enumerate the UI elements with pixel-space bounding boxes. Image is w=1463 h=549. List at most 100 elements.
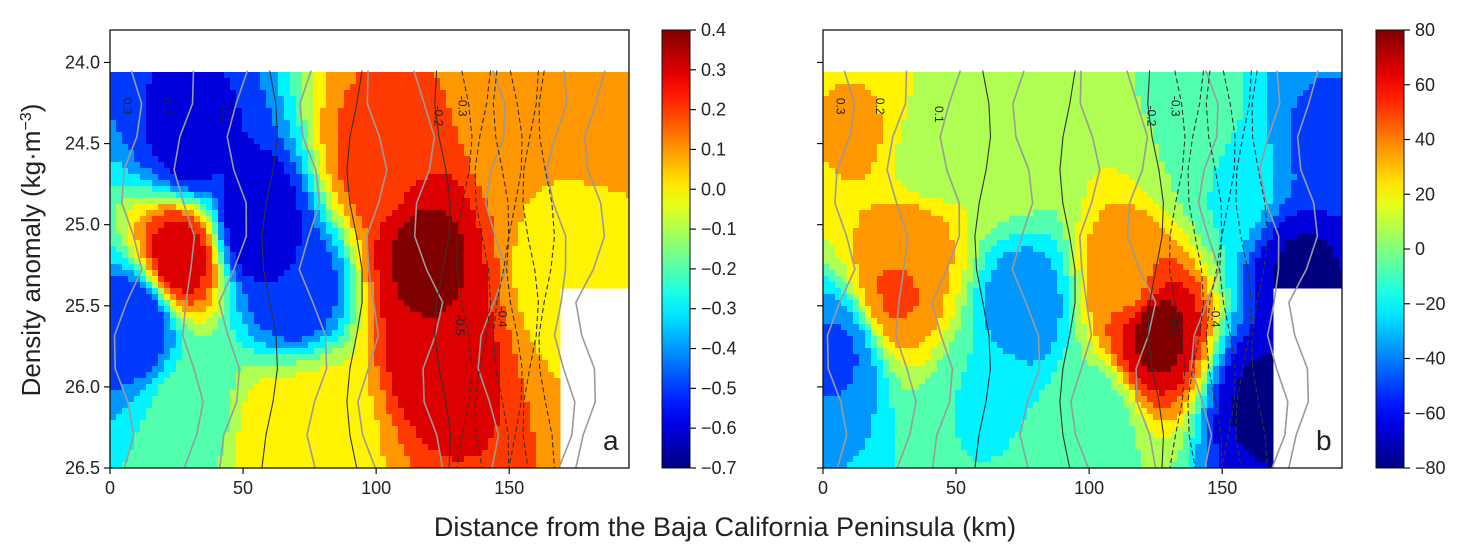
heat-cell xyxy=(368,174,375,181)
heat-cell xyxy=(518,366,525,373)
heat-cell xyxy=(416,324,423,331)
heat-cell xyxy=(446,342,453,349)
heat-cell xyxy=(272,252,279,259)
heat-cell xyxy=(392,264,399,271)
heat-cell xyxy=(416,210,423,217)
heat-cell xyxy=(554,216,561,223)
heat-cell xyxy=(302,396,309,403)
heat-cell xyxy=(536,408,543,415)
heat-cell xyxy=(578,156,585,163)
heat-cell xyxy=(482,84,489,91)
heat-cell xyxy=(404,276,411,283)
heat-cell xyxy=(332,198,339,205)
heat-cell xyxy=(350,222,357,229)
heat-cell xyxy=(482,360,489,367)
heat-cell xyxy=(500,414,507,421)
heat-cell xyxy=(146,222,153,229)
heat-cell xyxy=(230,324,237,331)
heat-cell xyxy=(578,108,585,115)
heat-cell xyxy=(278,222,285,229)
heat-cell xyxy=(158,180,165,187)
heat-cell xyxy=(158,108,165,115)
heat-cell xyxy=(350,414,357,421)
heat-cell xyxy=(398,108,405,115)
heat-cell xyxy=(482,354,489,361)
heat-cell xyxy=(254,414,261,421)
heat-cell xyxy=(440,426,447,433)
heat-cell xyxy=(434,96,441,103)
heat-cell xyxy=(476,168,483,175)
heat-cell xyxy=(566,282,573,289)
heat-cell xyxy=(350,408,357,415)
heat-cell xyxy=(164,396,171,403)
heat-cell xyxy=(320,306,327,313)
heat-cell xyxy=(206,372,213,379)
heat-cell xyxy=(134,360,141,367)
heat-cell xyxy=(140,408,147,415)
heat-cell xyxy=(440,168,447,175)
heat-cell xyxy=(434,78,441,85)
heat-cell xyxy=(170,270,177,277)
heat-cell xyxy=(320,96,327,103)
heat-cell xyxy=(152,78,159,85)
heat-cell xyxy=(254,276,261,283)
heat-cell xyxy=(326,330,333,337)
heat-cell xyxy=(548,318,555,325)
heat-cell xyxy=(446,138,453,145)
heat-cell xyxy=(236,384,243,391)
heat-cell xyxy=(146,282,153,289)
heat-cell xyxy=(410,432,417,439)
heat-cell xyxy=(146,216,153,223)
heat-cell xyxy=(320,426,327,433)
heat-cell xyxy=(410,72,417,79)
heat-cell xyxy=(128,96,135,103)
heat-cell xyxy=(350,288,357,295)
heat-cell xyxy=(278,426,285,433)
heat-cell xyxy=(278,396,285,403)
heat-cell xyxy=(410,186,417,193)
heat-cell xyxy=(494,108,501,115)
heat-cell xyxy=(296,144,303,151)
heat-cell xyxy=(428,426,435,433)
heat-cell xyxy=(308,120,315,127)
heat-cell xyxy=(332,366,339,373)
heat-cell xyxy=(536,270,543,277)
heat-cell xyxy=(422,408,429,415)
heat-cell xyxy=(182,144,189,151)
heat-cell xyxy=(488,108,495,115)
heat-cell xyxy=(242,96,249,103)
heat-cell xyxy=(326,396,333,403)
heat-cell xyxy=(458,294,465,301)
heat-cell xyxy=(284,180,291,187)
heat-cell xyxy=(308,90,315,97)
heat-cell xyxy=(602,192,609,199)
heat-cell xyxy=(344,372,351,379)
heat-cell xyxy=(338,156,345,163)
heat-cell xyxy=(470,246,477,253)
heat-cell xyxy=(122,342,129,349)
heat-cell xyxy=(140,216,147,223)
heat-cell xyxy=(578,78,585,85)
heat-cell xyxy=(116,78,123,85)
heat-cell xyxy=(224,174,231,181)
heat-cell xyxy=(542,336,549,343)
heat-cell xyxy=(530,150,537,157)
heat-cell xyxy=(542,306,549,313)
heat-cell xyxy=(182,270,189,277)
heat-cell xyxy=(176,324,183,331)
heat-cell xyxy=(446,432,453,439)
heat-cell xyxy=(404,420,411,427)
heat-cell xyxy=(524,84,531,91)
heat-cell xyxy=(458,276,465,283)
heat-cell xyxy=(122,132,129,139)
heat-cell xyxy=(596,234,603,241)
heat-cell xyxy=(536,336,543,343)
heat-cell xyxy=(344,150,351,157)
heat-cell xyxy=(278,432,285,439)
heat-cell xyxy=(260,150,267,157)
heat-cell xyxy=(554,102,561,109)
heat-cell xyxy=(284,408,291,415)
heat-cell xyxy=(266,402,273,409)
heat-cell xyxy=(494,120,501,127)
heat-cell xyxy=(620,108,627,115)
